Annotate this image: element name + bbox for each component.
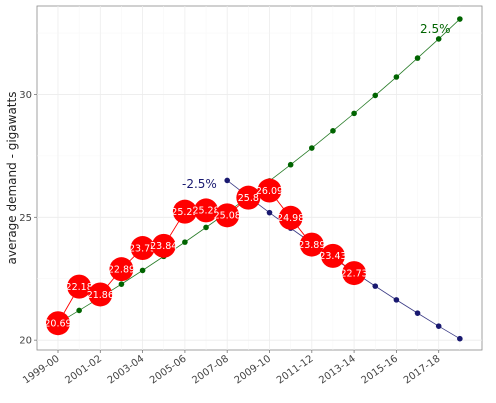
actual-bubble xyxy=(194,198,219,223)
actual-value-label: 24.98 xyxy=(277,213,304,224)
actual-bubble xyxy=(67,274,92,299)
actual-point: 23.84 xyxy=(150,233,177,258)
series-1-point xyxy=(330,128,336,134)
x-tick-label: 2007-08 xyxy=(190,353,231,386)
series-1-point xyxy=(76,307,82,314)
y-tick-label: 20 xyxy=(19,336,32,347)
series-2-point xyxy=(414,310,421,316)
actual-bubble xyxy=(172,199,197,224)
series-2-point xyxy=(457,335,463,342)
series-2-point xyxy=(224,177,230,184)
actual-value-label: 23.75 xyxy=(129,243,156,254)
actual-value-label: 23.89 xyxy=(298,240,325,251)
actual-bubble xyxy=(342,261,367,286)
series-1-point xyxy=(118,281,125,287)
actual-value-label: 25.28 xyxy=(192,206,219,217)
series-1-point xyxy=(393,74,400,80)
series-1-point xyxy=(351,110,357,117)
actual-bubble xyxy=(299,232,324,257)
actual-point: 22.89 xyxy=(108,257,135,282)
series-1-point xyxy=(372,92,379,99)
actual-point: 25.23 xyxy=(171,199,199,224)
actual-value-label: 25.08 xyxy=(214,211,241,222)
x-tick-label: 2013-14 xyxy=(317,353,358,386)
actual-point: 22.73 xyxy=(340,261,368,286)
actual-bubble xyxy=(88,282,113,307)
actual-value-label: 23.84 xyxy=(150,241,177,252)
actual-value-label: 23.43 xyxy=(319,251,346,262)
actual-point: 24.98 xyxy=(277,205,304,230)
x-tick-label: 2015-16 xyxy=(360,353,401,386)
actual-bubble xyxy=(236,185,261,210)
actual-point: 20.69 xyxy=(44,311,72,336)
x-tick-label: 1999-00 xyxy=(21,353,62,386)
series-1-point xyxy=(309,145,315,151)
x-axis: 1999-00 2001-02 2003-04 2005-06 2007-08 2009-… xyxy=(21,350,442,386)
actual-bubble xyxy=(109,257,134,282)
series-2-point xyxy=(393,297,400,303)
x-tick-label: 2001-02 xyxy=(63,353,104,386)
series-1-point xyxy=(203,224,209,231)
series-1-point xyxy=(457,16,463,22)
actual-bubble xyxy=(257,178,282,203)
x-tick-label: 2009-10 xyxy=(233,353,274,386)
series-1-point xyxy=(435,36,442,42)
series-1-point xyxy=(414,55,421,61)
actual-point: 25.8 xyxy=(236,185,261,210)
series-1-point xyxy=(182,239,188,245)
actual-point: 26.09 xyxy=(256,178,283,203)
actual-point: 22.18 xyxy=(66,274,93,299)
actual-bubble xyxy=(130,236,155,261)
actual-bubble xyxy=(151,233,176,258)
y-axis-title: average demand - gigawatts xyxy=(5,92,19,265)
annotation-decline: -2.5% xyxy=(182,177,217,191)
actual-point: 25.28 xyxy=(192,198,220,223)
actual-value-label: 20.69 xyxy=(44,319,71,330)
y-tick-label: 25 xyxy=(19,213,32,224)
series-2-point xyxy=(372,283,379,289)
actual-bubble xyxy=(46,311,70,336)
actual-point: 23.89 xyxy=(298,232,325,257)
series-2-point xyxy=(435,323,442,329)
x-tick-label: 2017-18 xyxy=(402,353,443,386)
gridlines xyxy=(37,6,482,350)
series-1-point xyxy=(287,161,294,168)
actual-value-label: 22.73 xyxy=(340,268,367,279)
actual-value-label: 21.86 xyxy=(87,290,114,301)
actual-point: 23.43 xyxy=(319,243,347,268)
actual-value-label: 26.09 xyxy=(256,186,283,197)
actual-bubble xyxy=(278,205,303,230)
annotation-growth: 2.5% xyxy=(420,22,451,36)
actual-value-label: 25.23 xyxy=(171,207,198,218)
y-tick-label: 30 xyxy=(19,90,32,101)
x-tick-label: 2011-12 xyxy=(275,353,316,386)
actual-point: 23.75 xyxy=(129,236,156,261)
x-tick-label: 2005-06 xyxy=(148,353,189,386)
actual-point: 25.08 xyxy=(214,203,241,228)
actual-value-label: 22.18 xyxy=(66,282,93,293)
actual-value-label: 25.8 xyxy=(238,193,259,204)
actual-bubble xyxy=(215,203,240,228)
actual-bubble xyxy=(320,243,345,268)
series-2-point xyxy=(266,209,273,216)
x-tick-label: 2003-04 xyxy=(106,353,147,386)
y-axis: 20 25 30 xyxy=(19,90,37,347)
series-1-point xyxy=(139,267,146,274)
actual-point: 21.86 xyxy=(87,282,114,307)
actual-value-label: 22.89 xyxy=(108,264,135,275)
